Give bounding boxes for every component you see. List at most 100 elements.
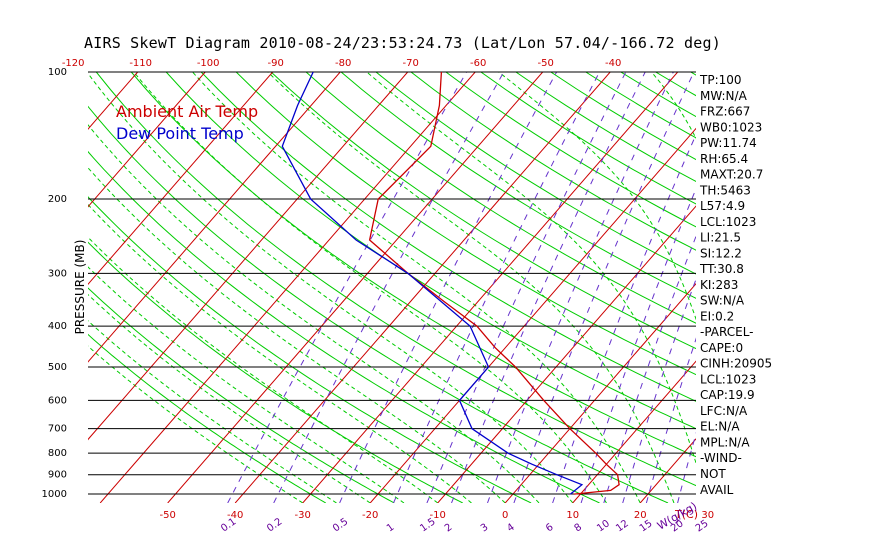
bottom-temp-label: -10 — [430, 510, 446, 521]
stat-item: AVAIL — [700, 483, 734, 497]
dry-adiabat — [445, 72, 696, 228]
mixing-ratio-line — [227, 72, 468, 503]
stat-item: TT:30.8 — [699, 262, 744, 276]
stat-item: LFC:N/A — [700, 404, 748, 418]
dry-adiabat — [88, 150, 600, 503]
mixing-ratio-line — [513, 72, 695, 503]
mixing-ratio-line — [756, 72, 870, 503]
stat-item: CINH:20905 — [700, 357, 772, 371]
pressure-tick-label: 1000 — [42, 489, 67, 500]
dry-adiabat — [831, 72, 870, 503]
grid-layer — [0, 72, 870, 503]
stat-item: PW:11.74 — [700, 136, 757, 150]
mixing-ratio-line — [451, 72, 646, 503]
stat-item: L57:4.9 — [700, 199, 745, 213]
mixing-ratio-line — [339, 72, 558, 503]
isotherm — [775, 72, 870, 503]
dry-adiabat — [88, 287, 395, 503]
stat-item: FRZ:667 — [700, 105, 750, 119]
stat-item: MW:N/A — [700, 89, 748, 103]
pressure-tick-label: 400 — [48, 321, 67, 332]
dry-adiabat — [165, 72, 696, 430]
moist-adiabat — [88, 293, 371, 503]
top-temp-label: -50 — [538, 58, 554, 69]
bottom-temp-label: -40 — [227, 510, 243, 521]
dry-adiabat — [270, 72, 696, 350]
dewpoint-profile — [281, 72, 584, 495]
moist-adiabat — [133, 72, 607, 503]
isotherm — [167, 72, 544, 503]
dry-adiabat — [375, 72, 696, 275]
dry-adiabat — [88, 333, 327, 503]
stat-item: SI:12.2 — [700, 246, 742, 260]
top-temp-label: -70 — [403, 58, 419, 69]
chart-title: AIRS SkewT Diagram 2010-08-24/23:53:24.7… — [84, 34, 721, 52]
top-temp-label: -100 — [197, 58, 220, 69]
mixing-ratio-tick-label: 3 — [479, 522, 491, 535]
stat-item: MPL:N/A — [700, 435, 750, 449]
moist-adiabat — [838, 72, 845, 503]
dry-adiabat — [340, 72, 696, 299]
bottom-temp-label: 10 — [566, 510, 579, 521]
isotherm — [99, 72, 476, 503]
isobar-layer — [88, 71, 696, 495]
pressure-tick-label: 200 — [48, 194, 67, 205]
moist-adiabat — [88, 203, 472, 503]
pressure-tick-label: 600 — [48, 395, 67, 406]
dry-adiabat — [410, 72, 696, 251]
stat-item: KI:283 — [700, 278, 738, 292]
x-axis-label: T(C) — [674, 508, 698, 521]
stat-item: CAPE:0 — [700, 341, 743, 355]
dry-adiabat — [88, 241, 463, 503]
pressure-tick-label: 100 — [48, 67, 67, 78]
isotherm — [843, 72, 870, 503]
dry-adiabat — [761, 72, 870, 503]
dry-adiabat — [95, 72, 696, 487]
isotherm — [88, 72, 341, 363]
stat-item: LCL:1023 — [700, 215, 756, 229]
legend-dew-point-temp: Dew Point Temp — [116, 124, 244, 143]
moist-adiabat — [88, 72, 574, 503]
mixing-ratio-tick-label: 2 — [443, 522, 455, 535]
top-temp-label: -80 — [335, 58, 351, 69]
mixing-ratio-tick-label: 8 — [573, 522, 585, 535]
top-temp-label: -40 — [605, 58, 621, 69]
temperature-profile — [368, 72, 620, 495]
bottom-temp-label: -30 — [295, 510, 311, 521]
pressure-tick-label: 800 — [48, 448, 67, 459]
stat-item: TP:100 — [699, 73, 742, 87]
mixing-ratio-line — [487, 72, 674, 503]
mixing-ratio-line — [426, 72, 627, 503]
top-temp-label: -110 — [129, 58, 152, 69]
isotherm — [0, 72, 3, 503]
moist-adiabat — [192, 72, 641, 503]
isotherm — [437, 205, 696, 503]
mixing-ratio-tick-label: 4 — [505, 522, 517, 535]
top-temp-label: -90 — [268, 58, 284, 69]
pressure-tick-label: 300 — [48, 268, 67, 279]
text-layer: Ambient Air Temp Dew Point Temp PRESSURE… — [73, 102, 699, 533]
moist-adiabat — [768, 72, 809, 503]
stat-item: LI:21.5 — [700, 231, 741, 245]
pressure-tick-label: 900 — [48, 470, 67, 481]
moist-adiabat — [267, 72, 675, 503]
mixing-ratio-tick-label: 0.2 — [265, 516, 284, 534]
stat-item: -WIND- — [700, 451, 742, 465]
moist-adiabat — [498, 72, 696, 321]
top-temp-label: -60 — [470, 58, 486, 69]
stat-item: NOT — [700, 467, 726, 481]
mixing-ratio-tick-label: 12 — [614, 518, 631, 534]
dry-adiabat — [866, 72, 870, 503]
stat-item: SW:N/A — [700, 294, 745, 308]
isotherm — [302, 72, 679, 503]
bottom-temp-label: -50 — [160, 510, 176, 521]
bottom-temp-label: 30 — [701, 510, 714, 521]
mixing-ratio-tick-label: 10 — [595, 518, 612, 534]
dry-adiabat — [305, 72, 696, 324]
stat-item: LCL:1023 — [700, 372, 756, 386]
legend-ambient-air-temp: Ambient Air Temp — [116, 102, 258, 121]
isotherm — [504, 282, 696, 503]
pressure-tick-label: 700 — [48, 424, 67, 435]
moist-adiabat — [366, 72, 696, 465]
